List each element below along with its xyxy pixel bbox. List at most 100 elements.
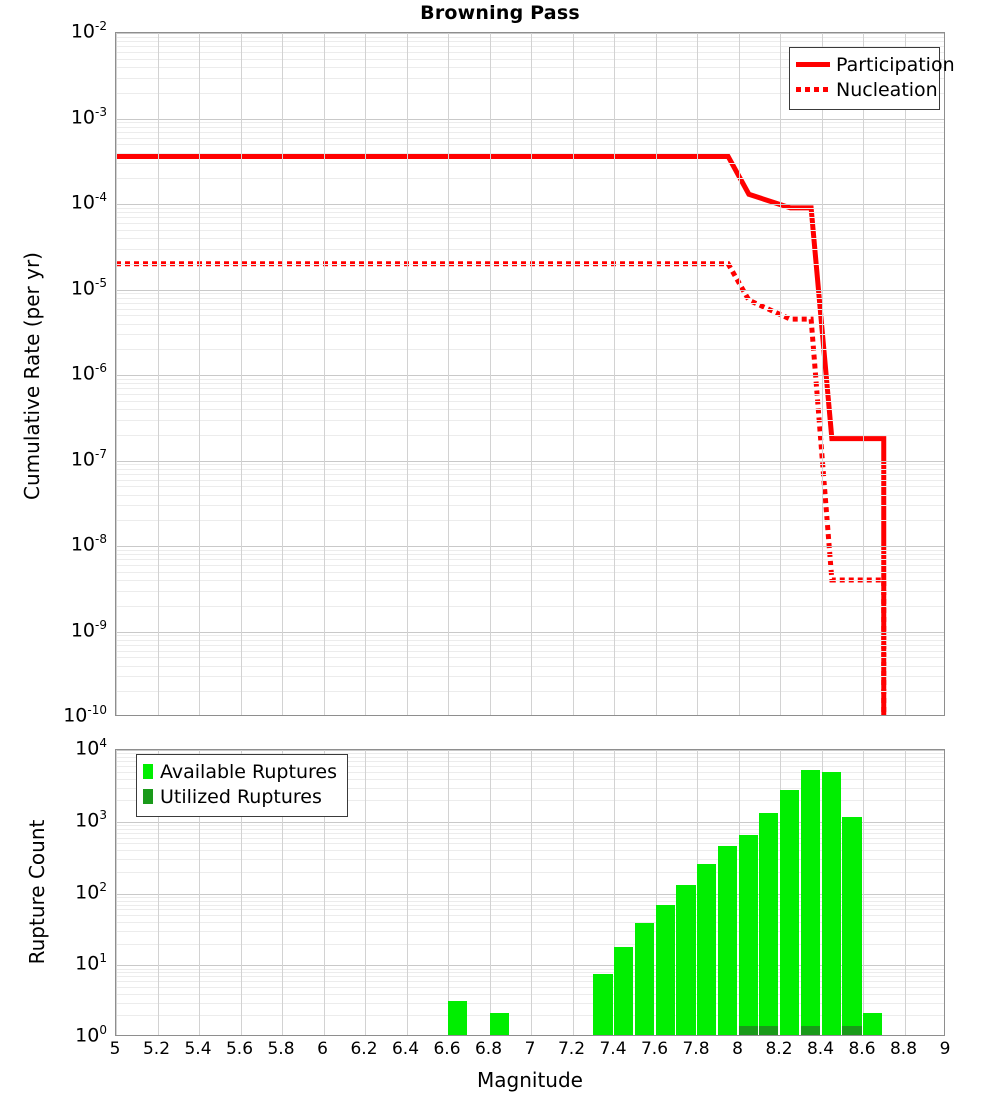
gridline-horizontal: [116, 486, 944, 488]
gridline-vertical: [572, 33, 574, 715]
gridline-horizontal: [116, 52, 944, 53]
gridline-horizontal: [116, 915, 944, 917]
legend-label-available: Available Ruptures: [160, 760, 337, 783]
xtick-label: 8: [732, 1039, 743, 1059]
gridline-horizontal: [116, 821, 944, 823]
xtick-label: 6.6: [433, 1039, 461, 1059]
gridline-vertical: [448, 33, 449, 715]
gridline-horizontal: [116, 644, 944, 646]
gridline-horizontal: [116, 1015, 944, 1017]
gridline-horizontal: [116, 297, 944, 299]
gridline-horizontal: [116, 757, 944, 758]
bar-utilized: [800, 1025, 821, 1035]
gridline-horizontal: [116, 909, 944, 911]
gridline-horizontal: [116, 46, 944, 48]
bar-available: [863, 1013, 883, 1035]
gridline-horizontal: [116, 549, 944, 551]
gridline-horizontal: [116, 832, 944, 834]
gridline-horizontal: [116, 825, 944, 826]
gridline-horizontal: [116, 212, 944, 214]
gridline-horizontal: [116, 293, 944, 295]
gridline-vertical: [240, 750, 242, 1035]
gridline-horizontal: [116, 207, 944, 209]
gridline-horizontal: [116, 639, 944, 641]
gridline-vertical: [282, 33, 283, 715]
xtick-label: 5.8: [267, 1039, 295, 1059]
bar-available: [489, 1013, 509, 1035]
gridline-horizontal: [116, 893, 944, 895]
gridline-vertical: [489, 750, 491, 1035]
ytick-label: 10-5: [70, 275, 107, 299]
gridline-horizontal: [116, 163, 944, 165]
xtick-label: 8.6: [848, 1039, 876, 1059]
ytick-label: 10-2: [70, 19, 107, 43]
ytick-label: 10-3: [70, 104, 107, 128]
curve-nucleation: [116, 261, 887, 715]
gridline-horizontal: [116, 771, 944, 773]
gridline-horizontal: [116, 77, 944, 79]
legend-item-utilized: Utilized Ruptures: [143, 784, 339, 809]
gridline-vertical: [116, 750, 117, 1035]
gridline-horizontal: [116, 976, 944, 978]
xtick-label: 5.4: [184, 1039, 212, 1059]
gridline-vertical: [531, 750, 532, 1035]
gridline-horizontal: [116, 896, 944, 898]
gridline-horizontal: [116, 635, 944, 637]
gridline-vertical: [780, 33, 781, 715]
gridline-horizontal: [116, 565, 944, 566]
ytick-label: 104: [75, 736, 107, 760]
gridline-horizontal: [116, 67, 944, 68]
solid-line-icon: [796, 62, 830, 67]
rupture-legend: Available Ruptures Utilized Ruptures: [136, 754, 348, 817]
xtick-label: 6.8: [474, 1039, 503, 1059]
gridline-horizontal: [116, 409, 944, 410]
gridline-horizontal: [116, 229, 944, 231]
gridline-horizontal: [116, 631, 944, 633]
gridline-vertical: [655, 750, 657, 1035]
gridline-vertical: [157, 750, 159, 1035]
gridline-horizontal: [116, 965, 944, 967]
gridline-horizontal: [116, 36, 944, 38]
gridline-horizontal: [116, 378, 944, 380]
xaxis-label: Magnitude: [477, 1068, 583, 1092]
legend-item-participation: Participation: [796, 52, 955, 77]
gridline-horizontal: [116, 92, 944, 94]
bar-available: [593, 974, 613, 1035]
gridline-vertical: [282, 750, 283, 1035]
xtick-label: 7.8: [682, 1039, 710, 1059]
gridline-horizontal: [116, 761, 944, 763]
gridline-vertical: [240, 33, 242, 715]
xtick-label: 6.2: [350, 1039, 378, 1059]
gridline-horizontal: [116, 468, 944, 470]
gridline-horizontal: [116, 800, 944, 802]
legend-label-utilized: Utilized Ruptures: [160, 785, 322, 808]
bar-available: [759, 812, 779, 1035]
gridline-vertical: [116, 33, 117, 715]
cumulative-rate-plot: [115, 32, 945, 716]
bar-available: [821, 771, 841, 1035]
gridline-horizontal: [116, 400, 944, 402]
gridline-vertical: [863, 750, 864, 1035]
bar-available: [717, 846, 738, 1035]
gridline-horizontal: [116, 375, 944, 376]
gridline-horizontal: [116, 419, 944, 421]
bar-utilized: [759, 1025, 779, 1035]
gridline-vertical: [572, 750, 574, 1035]
gridline-horizontal: [116, 904, 944, 906]
gridline-horizontal: [116, 41, 944, 43]
gridline-horizontal: [116, 657, 944, 659]
gridline-horizontal: [116, 118, 944, 120]
gridline-horizontal: [116, 993, 944, 995]
gridline-horizontal: [116, 750, 944, 751]
xtick-label: 5.2: [142, 1039, 171, 1059]
gridline-horizontal: [116, 494, 944, 496]
gridline-vertical: [406, 750, 408, 1035]
bar-available: [780, 790, 800, 1035]
gridline-horizontal: [116, 122, 944, 124]
gridline-horizontal: [116, 126, 944, 128]
ytick-label: 100: [75, 1023, 107, 1047]
gridline-horizontal: [116, 765, 944, 767]
xtick-label: 5.6: [225, 1039, 254, 1059]
gridline-horizontal: [116, 778, 944, 780]
top-yaxis-label: Cumulative Rate (per yr): [20, 252, 44, 500]
